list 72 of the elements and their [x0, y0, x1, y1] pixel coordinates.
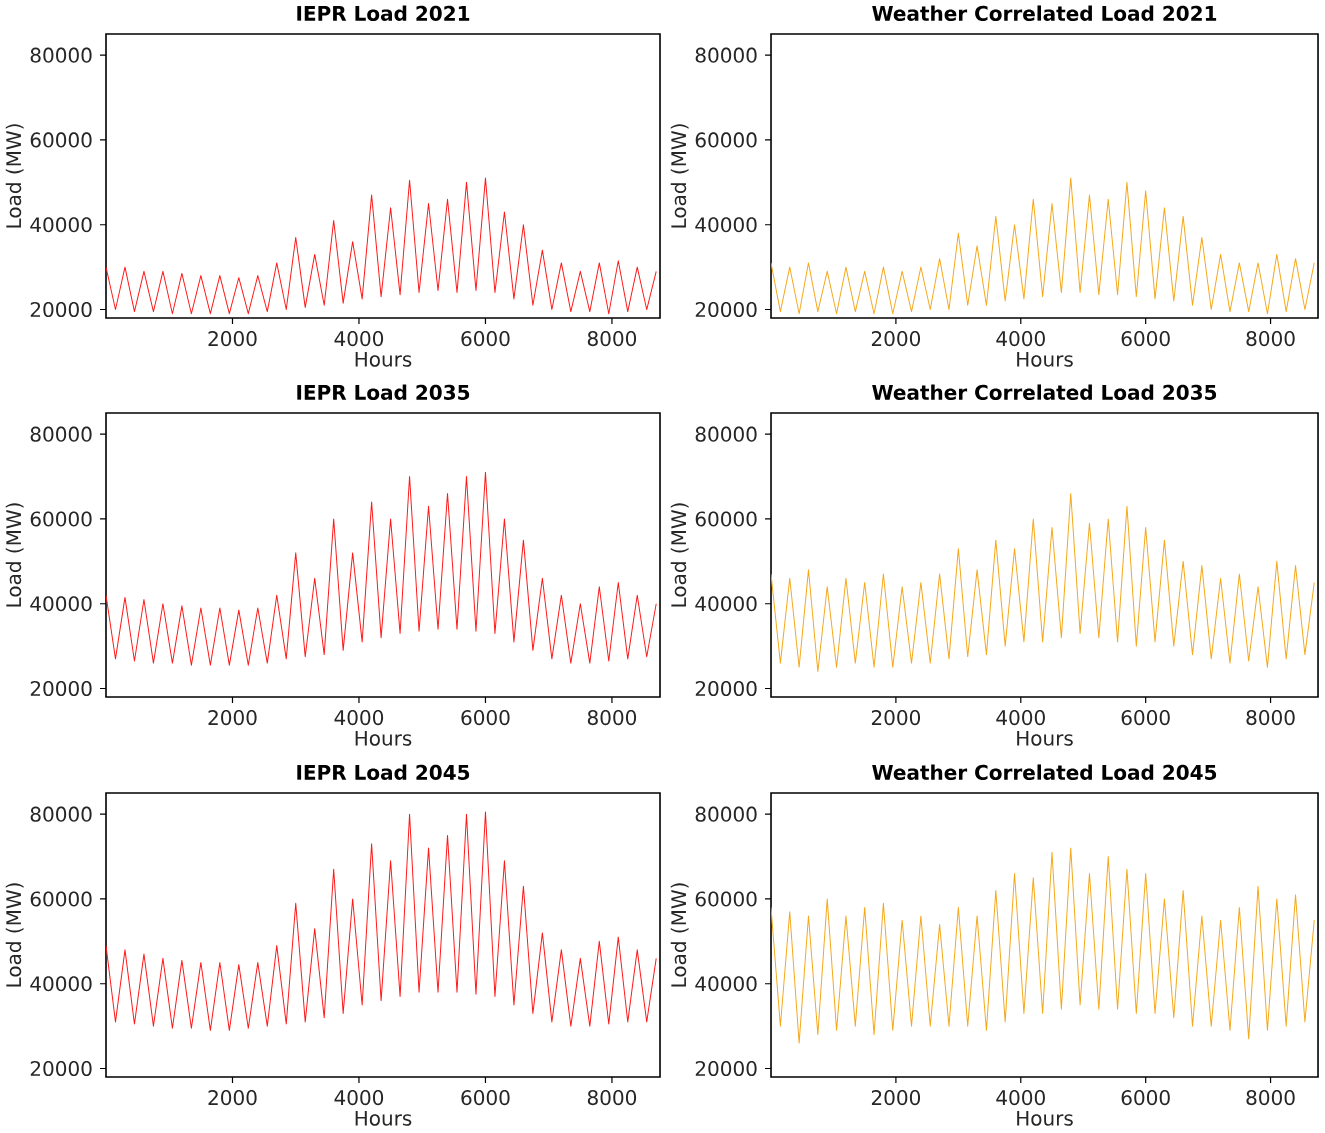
x-tick-label: 2000	[871, 1090, 921, 1106]
line-series	[106, 811, 657, 1031]
x-tick-label: 8000	[587, 710, 637, 726]
x-axis-title: Hours	[355, 1110, 412, 1126]
line-series	[771, 847, 1315, 1044]
x-axis-title: Hours	[1017, 351, 1073, 367]
x-tick-label: 8000	[1246, 331, 1295, 347]
y-axis-title: Load (MW)	[5, 124, 24, 228]
x-axis-title: Hours	[1017, 730, 1073, 746]
y-tick-label: 40000	[695, 217, 757, 233]
x-tick-label: 6000	[1121, 710, 1170, 726]
line-series	[106, 177, 657, 315]
y-tick-label: 60000	[695, 132, 757, 148]
y-tick-label: 40000	[30, 976, 92, 992]
x-tick-label: 8000	[587, 1090, 637, 1106]
y-axis-title: Load (MW)	[5, 503, 24, 607]
y-tick-label: 80000	[695, 47, 757, 63]
chart-title: IEPR Load 2021	[297, 5, 470, 21]
y-tick-label: 80000	[30, 47, 92, 63]
x-tick-label: 6000	[461, 331, 510, 347]
x-axis-title: Hours	[1017, 1110, 1073, 1126]
y-tick-label: 60000	[695, 511, 757, 527]
y-tick-label: 20000	[30, 301, 92, 318]
y-tick-label: 40000	[30, 596, 92, 612]
x-tick-label: 4000	[334, 1090, 384, 1106]
x-tick-label: 8000	[1246, 710, 1295, 726]
chart-title: Weather Correlated Load 2045	[872, 764, 1217, 780]
y-tick-label: 80000	[30, 806, 92, 822]
y-tick-label: 40000	[695, 976, 757, 992]
x-tick-label: 4000	[996, 331, 1045, 347]
line-series	[771, 493, 1315, 673]
chart-title: Weather Correlated Load 2021	[872, 5, 1217, 21]
y-tick-label: 60000	[695, 891, 757, 907]
line-series	[771, 177, 1315, 315]
x-axis-title: Hours	[355, 351, 412, 367]
y-tick-label: 60000	[30, 511, 92, 527]
x-tick-label: 6000	[1121, 1090, 1170, 1106]
line-series	[106, 471, 657, 666]
x-tick-label: 2000	[871, 331, 921, 347]
y-tick-label: 60000	[30, 891, 92, 907]
y-tick-label: 80000	[695, 806, 757, 822]
y-tick-label: 20000	[30, 1060, 92, 1077]
x-tick-label: 2000	[871, 710, 921, 726]
x-tick-label: 4000	[334, 331, 384, 347]
y-tick-label: 40000	[30, 217, 92, 233]
chart-title: IEPR Load 2035	[297, 384, 470, 400]
y-tick-label: 20000	[695, 301, 757, 318]
y-axis-title: Load (MW)	[5, 883, 24, 987]
y-tick-label: 40000	[695, 596, 757, 612]
chart-title: IEPR Load 2045	[297, 764, 470, 780]
y-axis-title: Load (MW)	[670, 883, 689, 987]
y-tick-label: 60000	[30, 132, 92, 148]
x-tick-label: 4000	[996, 710, 1045, 726]
x-tick-label: 2000	[208, 710, 257, 726]
y-tick-label: 80000	[30, 426, 92, 442]
y-tick-label: 20000	[695, 1060, 757, 1077]
chart-title: Weather Correlated Load 2035	[872, 384, 1217, 400]
y-tick-label: 20000	[695, 680, 757, 697]
x-tick-label: 6000	[461, 710, 510, 726]
y-tick-label: 80000	[695, 426, 757, 442]
y-tick-label: 20000	[30, 680, 92, 697]
x-tick-label: 6000	[461, 1090, 510, 1106]
x-tick-label: 6000	[1121, 331, 1170, 347]
x-tick-label: 2000	[208, 331, 257, 347]
y-axis-title: Load (MW)	[670, 503, 689, 607]
x-tick-label: 8000	[587, 331, 637, 347]
y-axis-title: Load (MW)	[670, 124, 689, 228]
x-tick-label: 4000	[996, 1090, 1045, 1106]
x-axis-title: Hours	[355, 730, 412, 746]
x-tick-label: 4000	[334, 710, 384, 726]
x-tick-label: 8000	[1246, 1090, 1295, 1106]
x-tick-label: 2000	[208, 1090, 257, 1106]
